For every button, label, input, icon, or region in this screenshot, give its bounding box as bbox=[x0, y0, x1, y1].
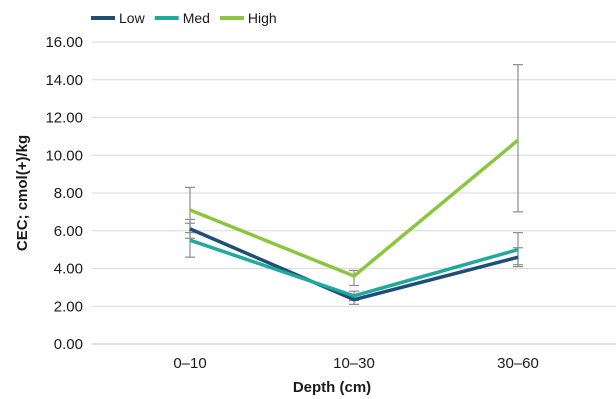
y-axis-ticks: 0.00 2.00 4.00 6.00 8.00 10.00 12.00 14.00 16.00 bbox=[45, 34, 83, 353]
legend-label-med: Med bbox=[183, 10, 210, 26]
x-tick-label: 10–30 bbox=[333, 355, 375, 372]
x-axis-title: Depth (cm) bbox=[293, 379, 371, 396]
x-axis-ticks: 0–10 10–30 30–60 bbox=[173, 355, 539, 372]
series-line-med bbox=[189, 238, 519, 298]
y-tick-label: 10.00 bbox=[45, 147, 83, 164]
x-tick-label: 0–10 bbox=[173, 355, 206, 372]
y-tick-label: 14.00 bbox=[45, 72, 83, 89]
series-line-high bbox=[189, 138, 520, 278]
legend: Low Med High bbox=[91, 10, 277, 26]
legend-label-low: Low bbox=[119, 10, 146, 26]
y-tick-label: 2.00 bbox=[54, 298, 83, 315]
y-tick-label: 4.00 bbox=[54, 261, 83, 278]
y-tick-label: 12.00 bbox=[45, 110, 83, 127]
gridlines bbox=[92, 41, 616, 345]
legend-label-high: High bbox=[248, 10, 277, 26]
x-tick-label: 30–60 bbox=[497, 355, 539, 372]
y-tick-label: 0.00 bbox=[54, 336, 83, 353]
y-tick-label: 8.00 bbox=[54, 185, 83, 202]
y-tick-label: 16.00 bbox=[45, 34, 83, 51]
y-axis-title: CEC; cmol(+)/kg bbox=[14, 135, 31, 251]
series-lines bbox=[189, 138, 520, 302]
y-tick-label: 6.00 bbox=[54, 223, 83, 240]
series-line-low bbox=[189, 227, 519, 302]
